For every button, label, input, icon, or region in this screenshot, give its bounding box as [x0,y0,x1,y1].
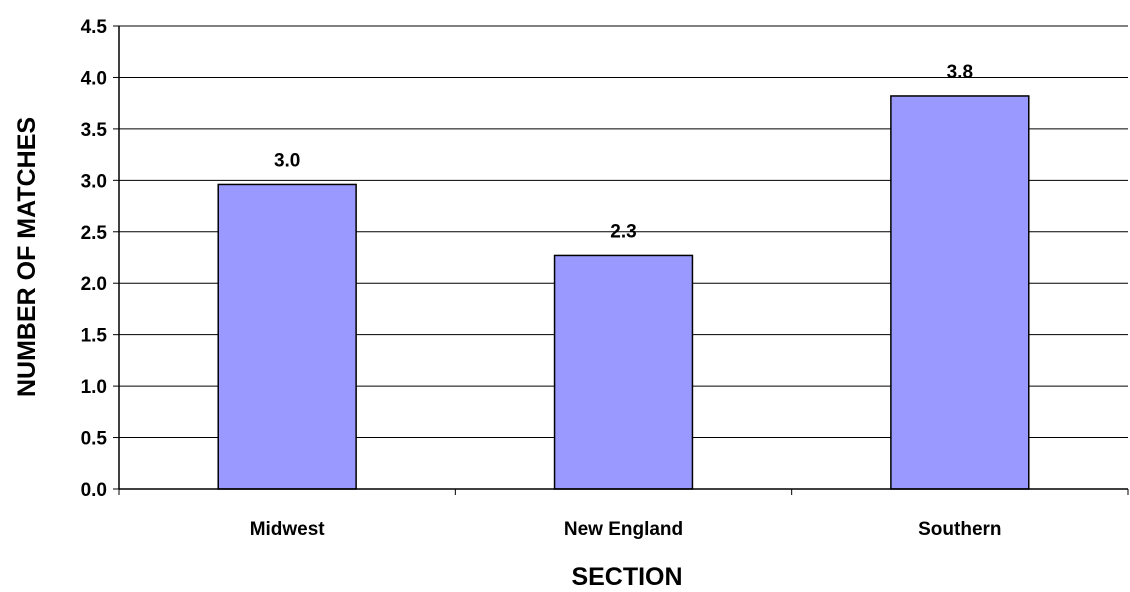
y-tick-label: 3.0 [81,171,107,192]
bars [217,95,1030,490]
y-tick-label: 0.5 [81,429,108,450]
x-tick-label: Southern [918,519,1001,540]
y-axis-title: NUMBER OF MATCHES [13,117,41,397]
y-tick-label: 0.0 [81,480,107,501]
data-label: 3.0 [274,150,300,171]
y-tick-label: 4.5 [81,17,108,38]
x-tick-label: New England [564,519,683,540]
y-tick-label: 2.5 [81,223,108,244]
y-tick-label: 3.5 [81,120,108,141]
x-axis-title: SECTION [571,563,682,591]
axes [113,25,1129,495]
y-tick-label: 1.0 [81,377,107,398]
bar-southern [890,95,1030,490]
data-label: 3.8 [947,62,973,83]
data-label: 2.3 [610,221,636,242]
bar-midwest [217,183,357,490]
x-tick-label: Midwest [250,519,326,540]
y-tick-label: 1.5 [81,326,108,347]
y-tick-label: 2.0 [81,274,107,295]
labels: 0.0 0.5 1.0 1.5 2.0 2.5 3.0 3.5 4.0 4.5 3.0 Midwest… [81,17,1002,540]
y-tick-label: 4.0 [81,68,107,89]
bar-new-england [553,254,694,490]
